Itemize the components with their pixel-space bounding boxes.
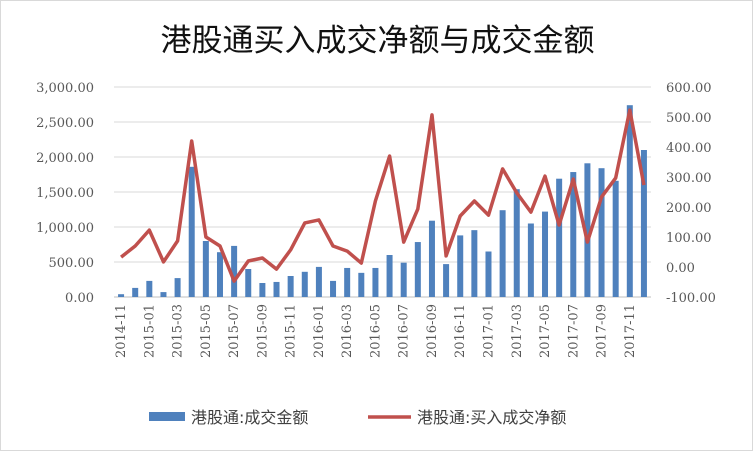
left-tick-label: 2,000.00 — [36, 151, 94, 166]
left-tick-label: 500.00 — [49, 256, 95, 271]
x-tick-label: 2015-01 — [142, 304, 157, 358]
x-tick-label: 2016-01 — [312, 304, 327, 358]
x-tick-label: 2017-01 — [481, 304, 496, 358]
x-tick-label: 2015-07 — [227, 304, 242, 358]
left-tick-label: 1,500.00 — [36, 186, 94, 201]
bar — [570, 172, 577, 297]
bar — [400, 262, 407, 297]
bar — [485, 251, 492, 297]
net-buy-line — [120, 108, 646, 283]
left-tick-label: 3,000.00 — [36, 81, 94, 96]
bar — [330, 280, 337, 297]
bar — [428, 220, 435, 297]
bar — [612, 180, 619, 297]
right-tick-label: 500.00 — [666, 111, 712, 126]
bar — [132, 287, 139, 297]
x-tick-label: 2016-03 — [340, 304, 355, 358]
bar — [598, 168, 605, 297]
right-tick-label: 0.00 — [666, 261, 695, 276]
x-tick-label: 2015-03 — [171, 304, 186, 358]
bar — [457, 235, 464, 297]
x-tick-label: 2016-05 — [368, 304, 383, 358]
left-tick-label: 2,500.00 — [36, 116, 94, 131]
x-tick-label: 2016-11 — [453, 304, 468, 358]
bar — [259, 283, 266, 297]
bar — [146, 280, 153, 297]
chart-title: 港股通买入成交净额与成交金额 — [160, 23, 595, 59]
bar — [372, 267, 379, 297]
bar — [556, 178, 563, 297]
bar — [414, 242, 421, 297]
bar — [386, 255, 393, 297]
bar — [443, 264, 450, 297]
bar — [174, 278, 181, 297]
x-tick-label: 2014-11 — [114, 304, 129, 358]
bar — [245, 269, 252, 297]
x-tick-label: 2016-09 — [425, 304, 440, 358]
x-tick-label: 2017-07 — [566, 304, 581, 358]
x-tick-label: 2015-05 — [199, 304, 214, 358]
bar — [202, 241, 209, 297]
bar — [513, 189, 520, 297]
bar — [315, 266, 322, 297]
bar — [471, 230, 478, 297]
x-tick-label: 2015-11 — [284, 304, 299, 358]
x-tick-label: 2015-09 — [255, 304, 270, 358]
bar — [287, 276, 294, 297]
right-tick-label: -100.00 — [666, 291, 716, 306]
bar — [216, 252, 223, 297]
left-tick-label: 1,000.00 — [36, 221, 94, 236]
bar — [542, 211, 549, 297]
left-tick-label: 0.00 — [65, 291, 94, 306]
bar — [160, 292, 167, 297]
legend-bar-swatch — [149, 412, 185, 421]
bar — [118, 294, 125, 297]
bar — [584, 163, 591, 297]
right-tick-label: 100.00 — [666, 231, 712, 246]
right-tick-label: 300.00 — [666, 171, 712, 186]
x-tick-label: 2017-09 — [595, 304, 610, 358]
bar — [626, 105, 633, 297]
bar — [273, 281, 280, 297]
right-tick-label: 600.00 — [666, 81, 712, 96]
x-tick-label: 2016-07 — [397, 304, 412, 358]
x-tick-label: 2017-03 — [510, 304, 525, 358]
bar — [358, 272, 365, 297]
right-tick-label: 400.00 — [666, 141, 712, 156]
bar — [499, 210, 506, 297]
right-tick-label: 200.00 — [666, 201, 712, 216]
x-tick-label: 2017-05 — [538, 304, 553, 358]
bar — [640, 150, 647, 297]
bar — [527, 223, 534, 297]
legend-line-label: 港股通:买入成交净额 — [417, 408, 566, 427]
bar — [188, 166, 195, 297]
legend-bar-label: 港股通:成交金额 — [191, 408, 308, 427]
bar — [231, 245, 238, 297]
bar — [344, 267, 351, 297]
x-tick-label: 2017-11 — [623, 304, 638, 358]
bar — [301, 271, 308, 297]
